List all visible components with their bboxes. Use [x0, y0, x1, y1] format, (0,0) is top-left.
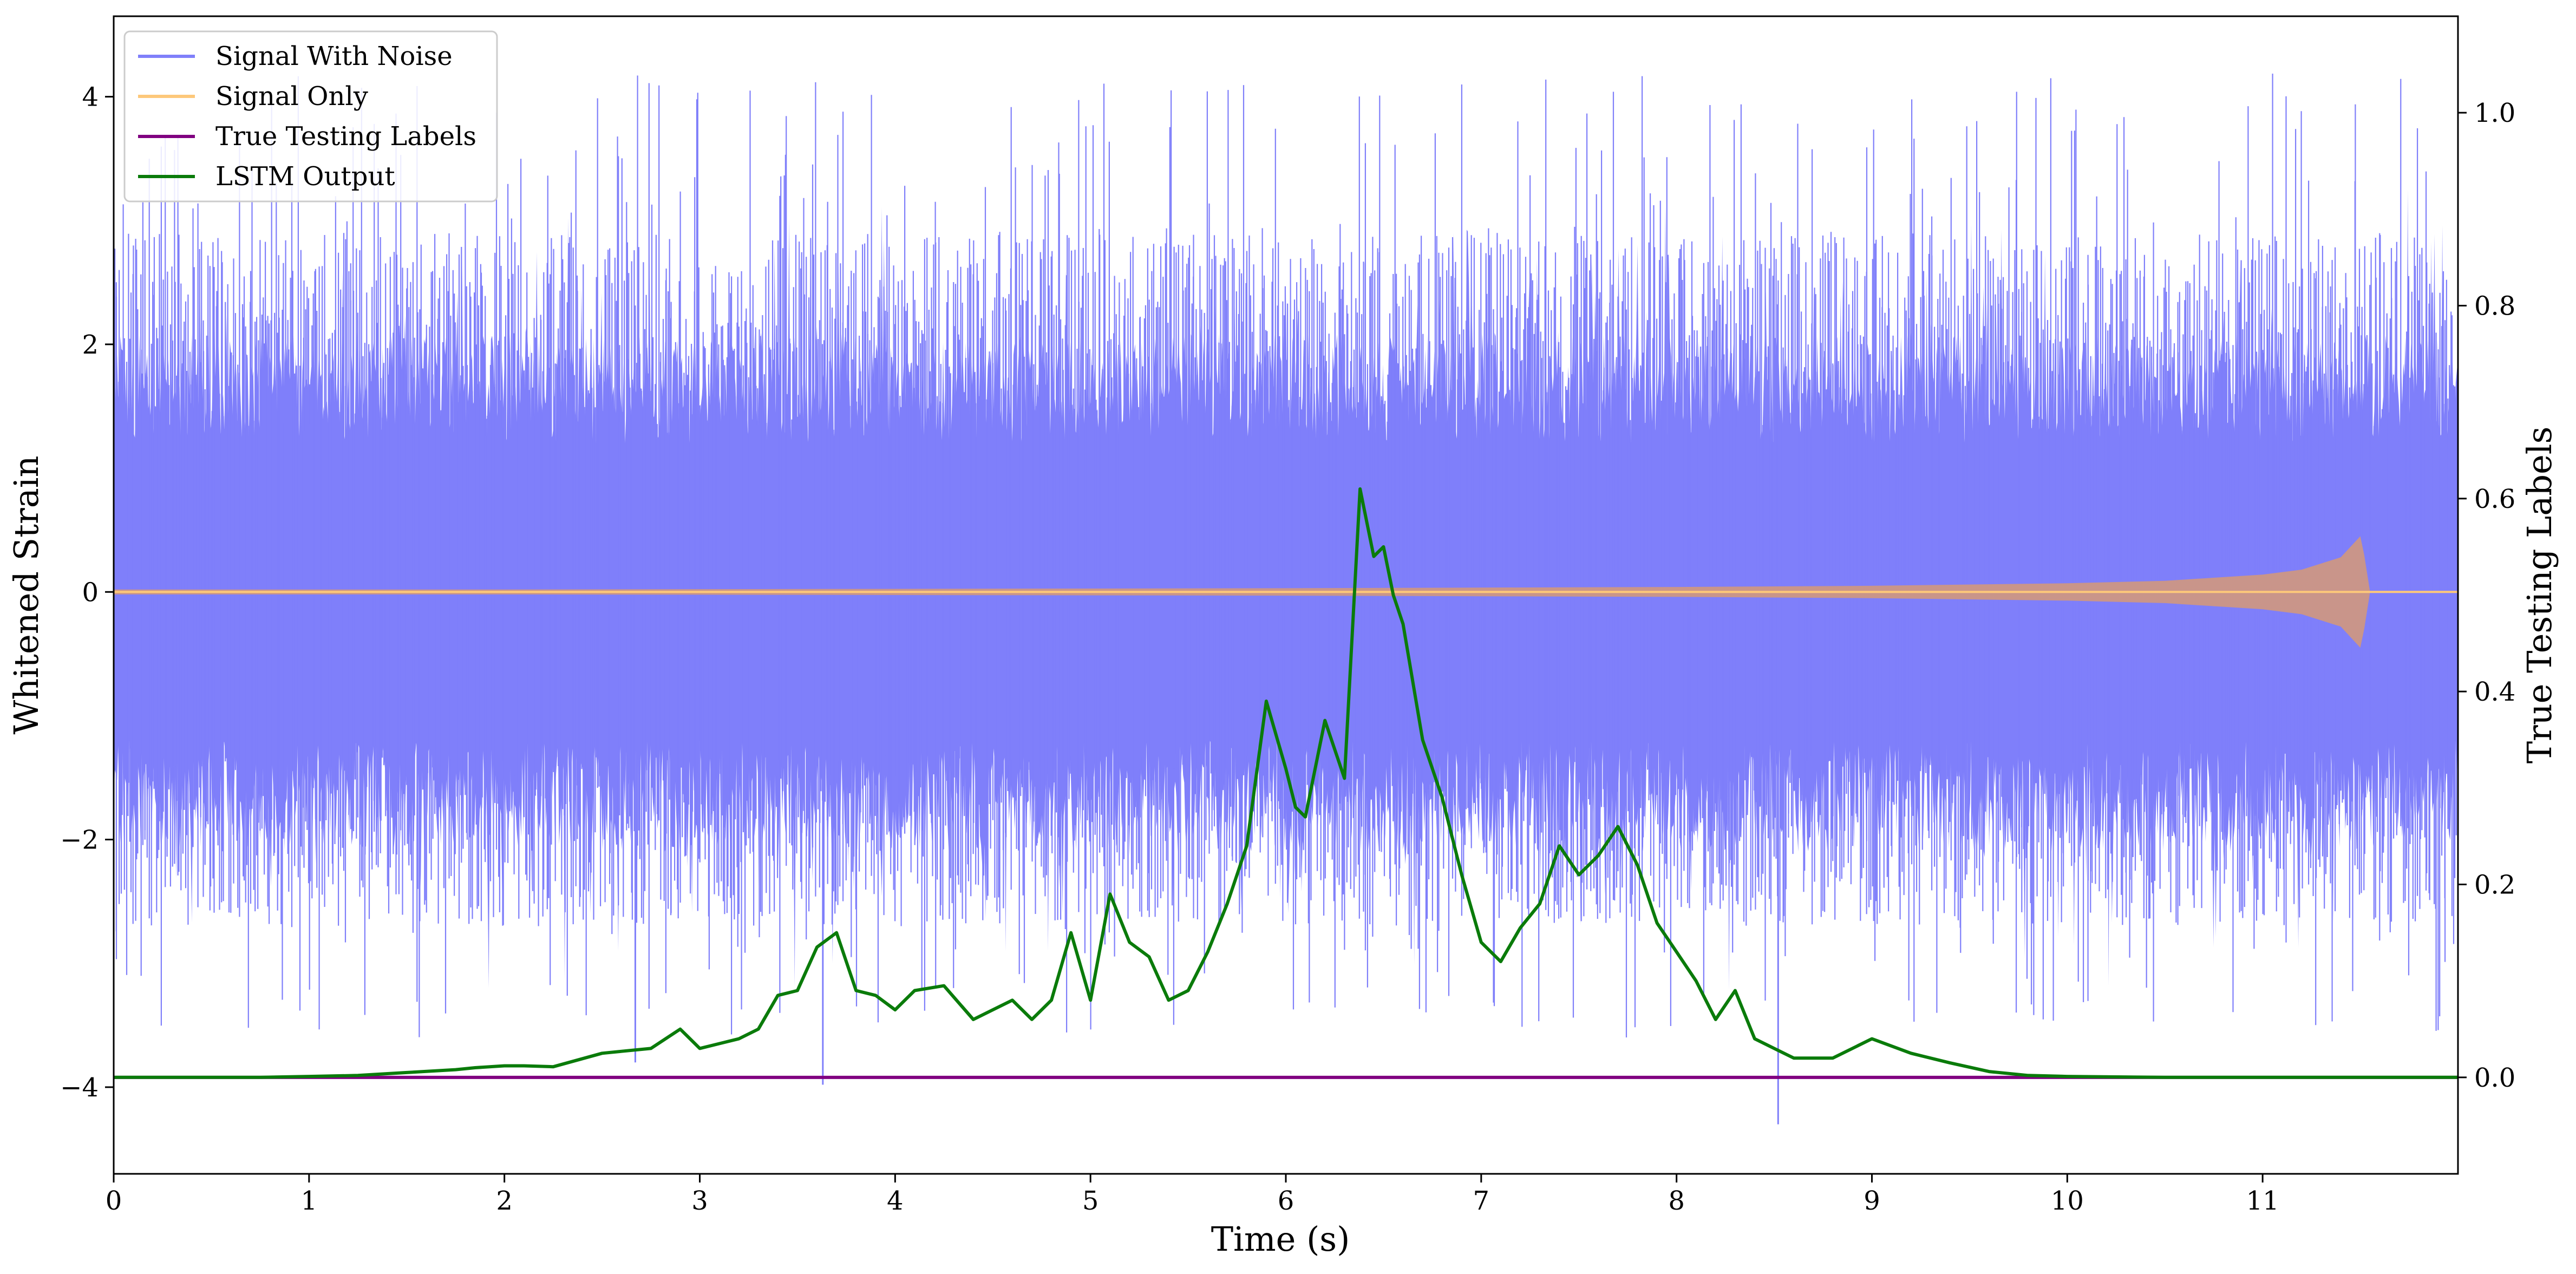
legend-label-lstm-output: LSTM Output	[215, 161, 395, 192]
legend-box	[123, 30, 498, 202]
x-tick-label: 5	[1082, 1186, 1099, 1216]
y-axis-label: Whitened Strain	[6, 456, 46, 735]
y2-tick-label: 0.2	[2474, 870, 2515, 900]
y-axis-left: −4 −2 0 2 4	[60, 82, 114, 1103]
y2-axis-label: True Testing Labels	[2520, 427, 2559, 764]
x-axis-label: Time (s)	[1211, 1219, 1350, 1259]
y2-tick-label: 1.0	[2474, 98, 2515, 128]
x-tick-label: 0	[106, 1186, 122, 1216]
y2-tick-label: 0.6	[2474, 484, 2515, 514]
legend-label-signal-with-noise: Signal With Noise	[215, 41, 453, 71]
x-tick-label: 8	[1668, 1186, 1685, 1216]
series-signal-with-noise-spikes	[114, 74, 2458, 1125]
x-tick-label: 10	[2051, 1186, 2084, 1216]
y-axis-right: 0.0 0.2 0.4 0.6 0.8 1.0	[2458, 98, 2515, 1093]
y-tick-label: 2	[82, 330, 99, 360]
x-tick-label: 6	[1278, 1186, 1294, 1216]
x-tick-label: 11	[2246, 1186, 2279, 1216]
y-tick-label: −2	[60, 825, 99, 855]
x-tick-label: 9	[1864, 1186, 1880, 1216]
legend: Signal With Noise Signal Only True Testi…	[123, 30, 498, 202]
legend-label-true-testing-labels: True Testing Labels	[215, 121, 476, 152]
y2-tick-label: 0.4	[2474, 677, 2515, 707]
y-tick-label: 4	[82, 82, 99, 113]
x-tick-label: 2	[496, 1186, 513, 1216]
x-tick-label: 4	[887, 1186, 904, 1216]
plot-area	[114, 74, 2458, 1125]
y-tick-label: −4	[60, 1073, 99, 1103]
y2-tick-label: 0.0	[2474, 1063, 2515, 1093]
series-lstm-output-line	[114, 487, 2458, 1079]
x-tick-label: 1	[301, 1186, 318, 1216]
y2-tick-label: 0.8	[2474, 291, 2515, 322]
x-tick-label: 3	[691, 1186, 708, 1216]
legend-label-signal-only: Signal Only	[215, 81, 368, 112]
x-axis: 0 1 2 3 4 5 6 7 8 9 10 11	[106, 1174, 2279, 1216]
y-tick-label: 0	[82, 577, 99, 607]
x-tick-label: 7	[1473, 1186, 1490, 1216]
